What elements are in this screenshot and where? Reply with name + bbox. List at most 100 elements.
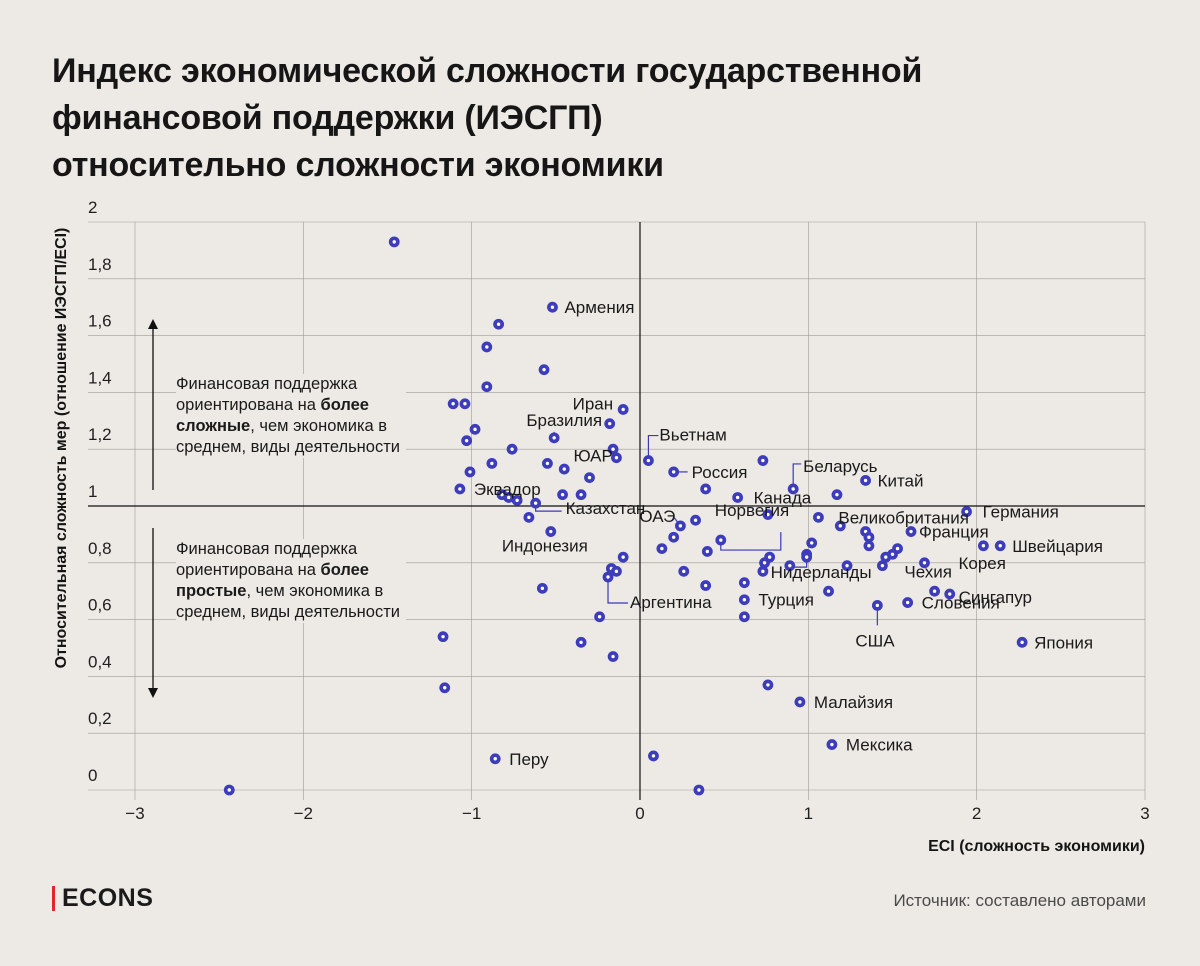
data-point <box>944 588 956 600</box>
point-marker-center <box>742 598 747 602</box>
y-tick-label: 1,2 <box>88 425 112 444</box>
data-point-45 <box>905 526 917 537</box>
point-marker-center <box>507 495 511 500</box>
data-point <box>493 318 504 330</box>
point-marker-center <box>998 544 1002 548</box>
x-tick-label: −2 <box>294 804 313 823</box>
data-point <box>503 492 515 503</box>
point-marker-center <box>804 555 809 559</box>
point-marker-center <box>788 563 792 568</box>
point-marker-center <box>1020 640 1024 645</box>
point-marker-center <box>614 456 619 460</box>
y-axis-label: Относительная сложность мер (отношение И… <box>53 228 70 669</box>
data-points <box>223 236 1028 796</box>
point-label: Вьетнам <box>659 426 726 445</box>
point-marker-center <box>562 467 566 471</box>
leader-line <box>792 463 802 489</box>
data-point <box>701 546 713 557</box>
y-tick-label: 0,2 <box>88 709 112 728</box>
data-point <box>656 543 668 554</box>
point-marker-center <box>735 495 740 500</box>
point-marker-center <box>875 603 880 608</box>
data-point <box>461 435 473 447</box>
data-point-91 <box>489 753 501 765</box>
point-label: Эквадор <box>474 480 541 499</box>
data-point-8 <box>617 404 629 415</box>
point-marker-center <box>646 458 651 463</box>
data-point <box>823 585 834 597</box>
econs-logo[interactable]: ECONS <box>52 884 153 913</box>
point-marker-center <box>761 569 765 574</box>
point-label: Индонезия <box>502 537 588 556</box>
data-point <box>831 489 843 501</box>
point-label: Норвегия <box>715 501 789 520</box>
point-marker-center <box>485 385 489 389</box>
data-point <box>738 577 750 589</box>
point-marker-center <box>845 563 849 568</box>
point-marker-center <box>678 524 683 528</box>
data-point-27 <box>787 483 799 495</box>
data-point <box>648 750 659 762</box>
leader-line <box>647 434 659 461</box>
point-label: Словения <box>922 594 1000 613</box>
point-marker-center <box>838 524 843 528</box>
point-marker-center <box>703 583 708 588</box>
point-marker-center <box>485 345 489 349</box>
point-marker-center <box>533 501 538 505</box>
point-marker-center <box>742 580 747 585</box>
data-point-66 <box>877 560 888 572</box>
point-marker-center <box>766 683 770 687</box>
point-label: Чехия <box>904 563 952 582</box>
data-point-24 <box>860 475 871 486</box>
data-point-90 <box>826 739 838 750</box>
data-point-85 <box>1016 636 1028 648</box>
point-marker-center <box>458 487 462 491</box>
point-marker-center <box>621 407 625 412</box>
y-tick-label: 1,8 <box>88 255 112 274</box>
point-marker-center <box>651 754 656 758</box>
point-marker-center <box>964 509 969 514</box>
data-point <box>834 520 846 532</box>
data-point-78 <box>738 594 750 606</box>
x-axis-label: ECI (сложность экономики) <box>928 838 1145 855</box>
data-point-41 <box>675 520 686 532</box>
source-note: Источник: составлено авторами <box>893 891 1146 910</box>
data-point <box>464 466 476 478</box>
point-marker-center <box>816 515 821 520</box>
point-label: Беларусь <box>803 457 877 476</box>
data-point <box>447 398 459 410</box>
data-point-36 <box>961 506 972 518</box>
point-marker-center <box>671 470 676 474</box>
point-marker-center <box>884 555 888 559</box>
point-label: Корея <box>958 554 1005 573</box>
point-marker-center <box>703 487 708 491</box>
point-marker-center <box>611 447 615 451</box>
title-line-2: финансовой поддержки (ИЭСГП) <box>52 99 603 137</box>
point-marker-center <box>473 427 477 432</box>
point-marker-center <box>614 569 619 574</box>
point-marker-center <box>527 515 531 520</box>
data-point-51 <box>994 540 1006 552</box>
point-marker-center <box>611 654 615 659</box>
data-point-48 <box>715 534 727 546</box>
leader-line <box>607 577 629 604</box>
point-marker-center <box>464 438 469 443</box>
data-point-21 <box>668 466 680 478</box>
data-point-63 <box>919 557 930 569</box>
y-tick-label: 0 <box>88 766 97 785</box>
point-marker-center <box>579 640 583 645</box>
point-marker-center <box>767 555 772 559</box>
point-marker-center <box>496 322 501 326</box>
point-label: Канада <box>754 488 812 507</box>
point-label: Сингапур <box>959 588 1032 607</box>
data-point <box>784 560 796 572</box>
point-marker-center <box>835 492 839 497</box>
point-label: Германия <box>983 503 1059 522</box>
data-point <box>757 565 769 577</box>
point-marker-center <box>550 305 555 309</box>
data-point <box>604 418 616 430</box>
data-point <box>439 682 451 694</box>
point-marker-center <box>451 402 455 406</box>
data-point <box>841 560 853 572</box>
point-marker-center <box>693 518 698 522</box>
